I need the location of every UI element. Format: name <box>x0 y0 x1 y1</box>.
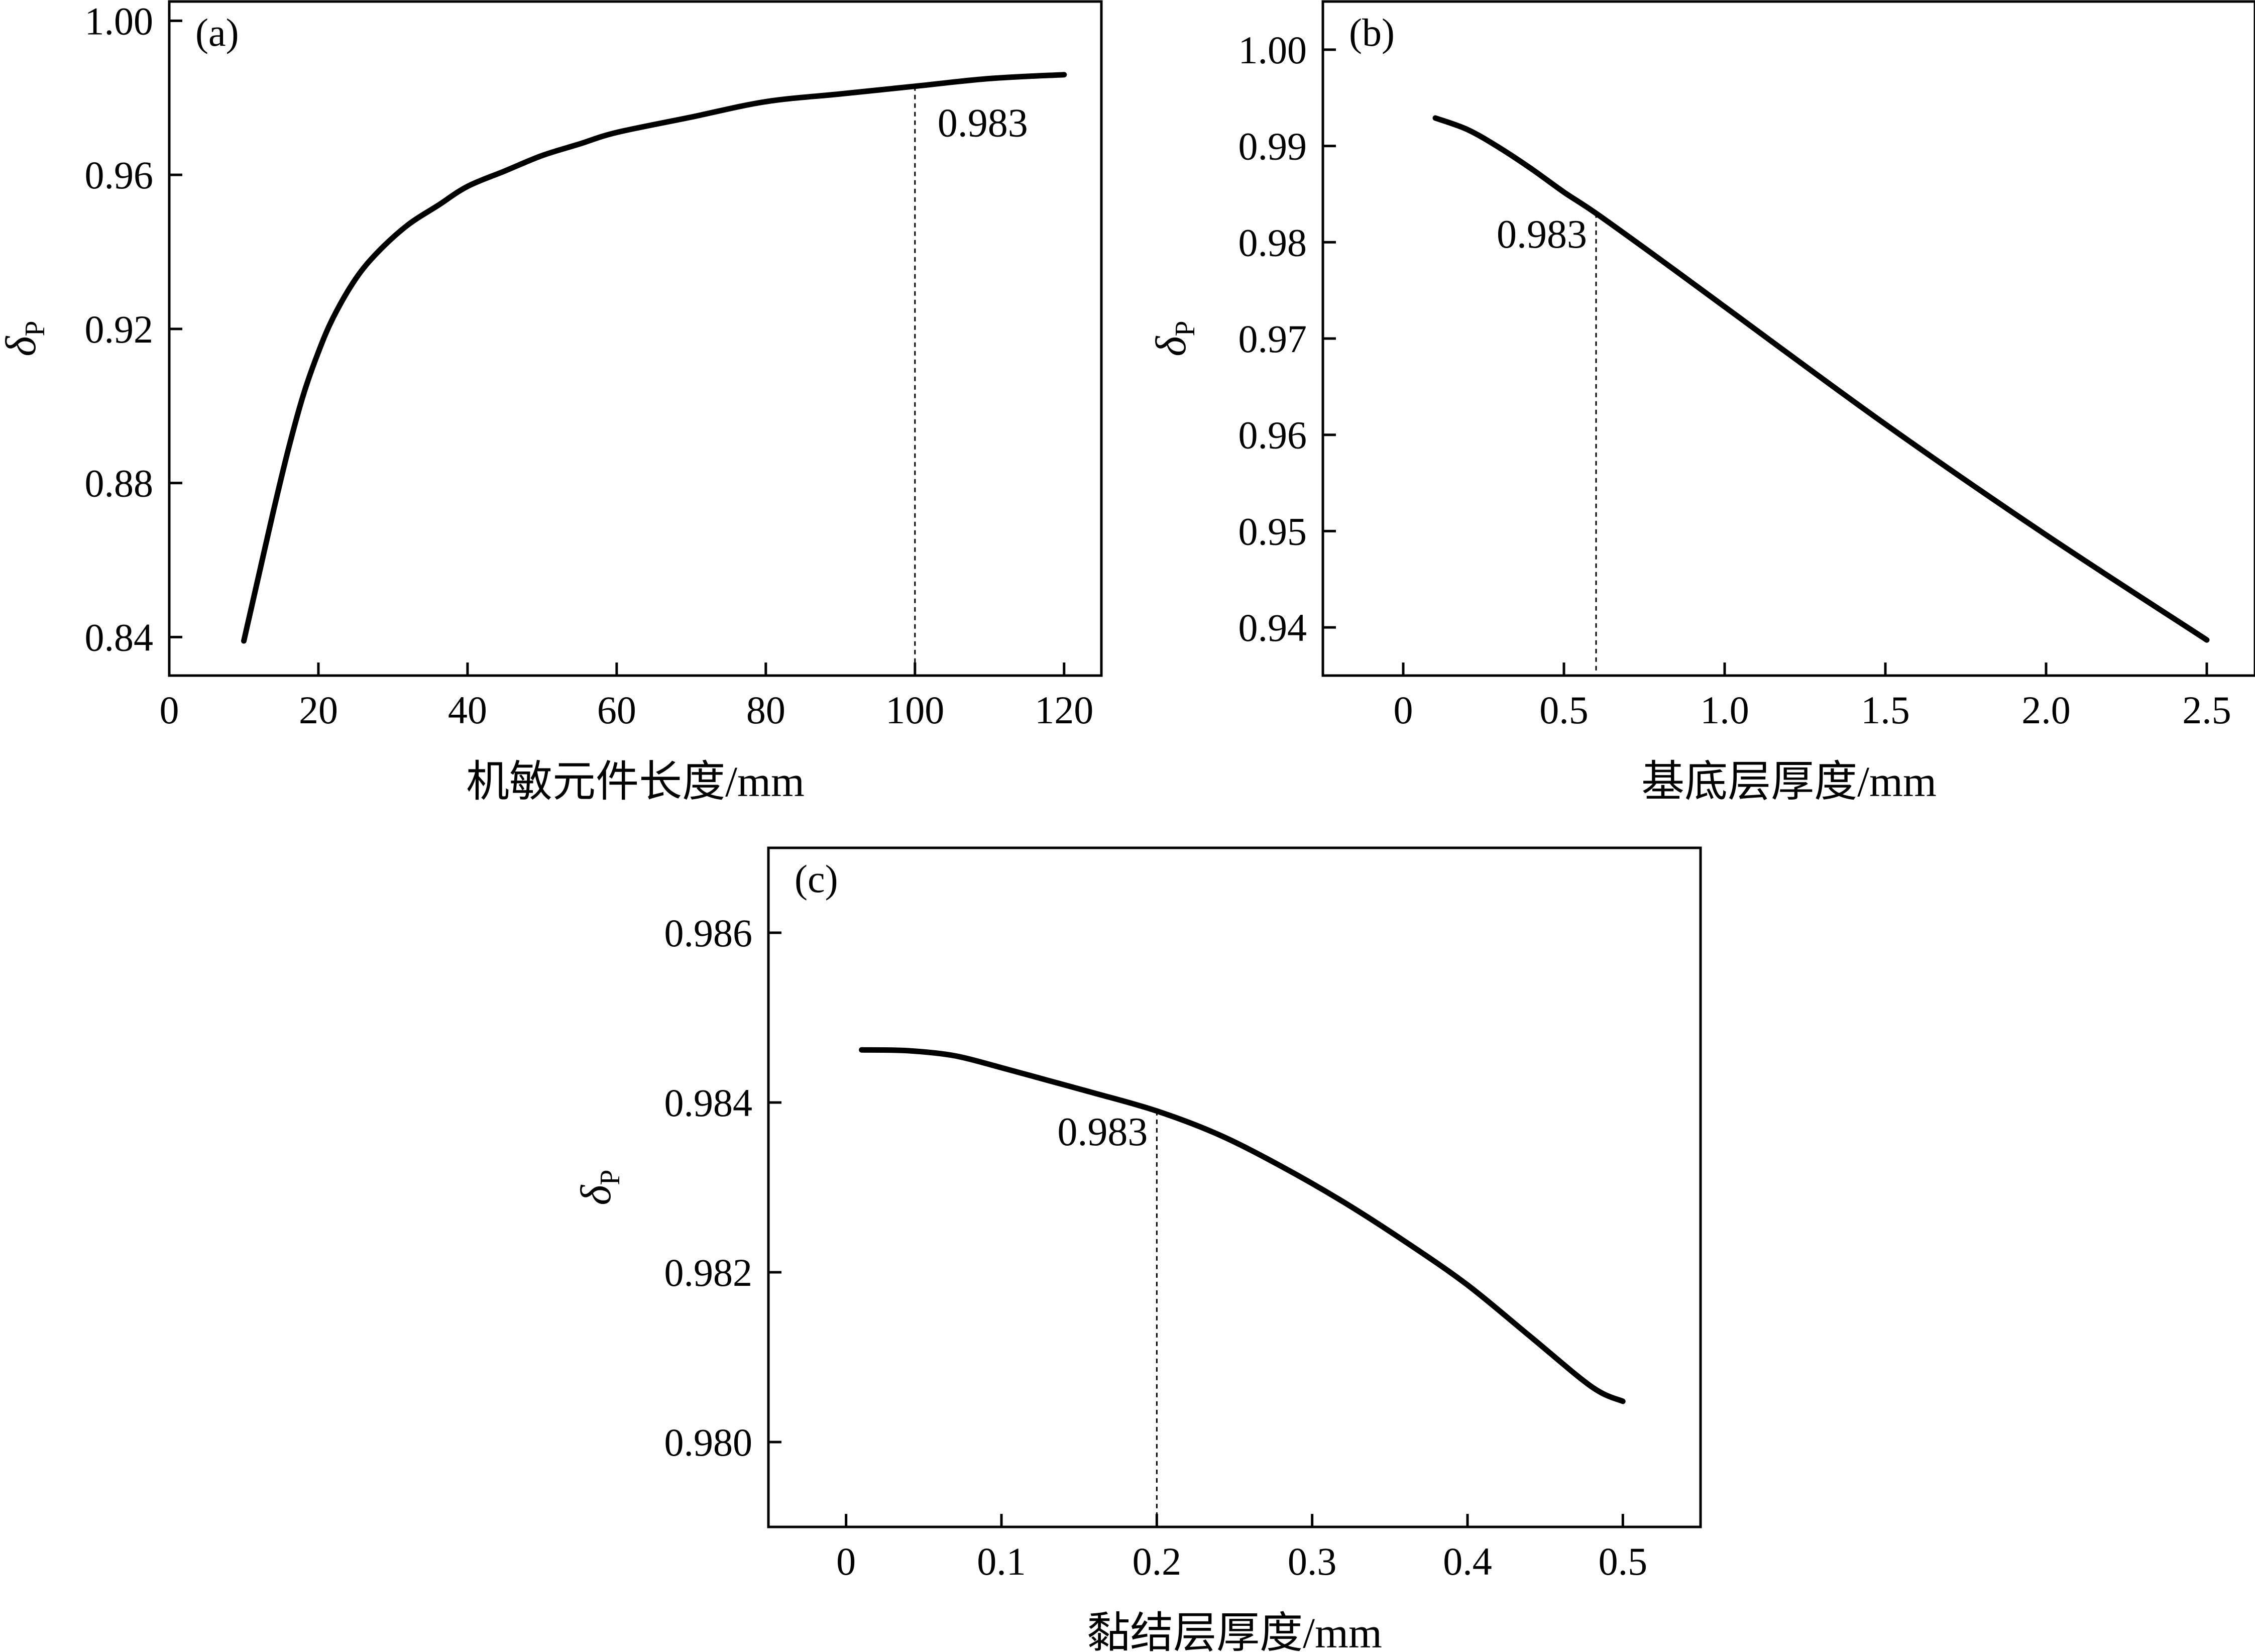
chart-c-y-tick-label: 0.986 <box>664 911 753 955</box>
chart-a-y-axis-subscript: P <box>20 320 51 336</box>
chart-b-y-tick-label: 0.95 <box>1238 509 1307 553</box>
chart-c-annotation-label: 0.983 <box>1057 1110 1148 1154</box>
chart-c-x-tick-label: 0.3 <box>1288 1539 1337 1583</box>
chart-b-y-axis-subscript: P <box>1170 320 1201 336</box>
chart-b-y-tick-label: 0.99 <box>1238 125 1307 168</box>
chart-a-x-tick-label: 20 <box>299 688 338 732</box>
chart-a-annotation-label: 0.983 <box>938 101 1028 146</box>
chart-a-panel-label: (a) <box>195 11 239 54</box>
chart-b-y-tick-label: 0.98 <box>1238 221 1307 264</box>
chart-b-y-tick-label: 0.97 <box>1238 317 1307 361</box>
chart-c-x-tick-label: 0.1 <box>977 1539 1026 1583</box>
chart-a-y-tick-label: 0.92 <box>85 307 154 351</box>
chart-a-x-tick-label: 100 <box>885 688 944 732</box>
chart-c-y-axis-subscript: P <box>595 1169 626 1185</box>
chart-b-x-tick-label: 1.5 <box>1861 688 1910 732</box>
chart-c-y-axis-label: δP <box>572 1169 626 1205</box>
chart-b-y-axis-label: δP <box>1147 320 1201 356</box>
chart-a: 0 20 40 60 80 100 120 0.84 0.88 0.92 0.96 1.00 0.983… <box>0 0 1103 806</box>
chart-a-x-tick-label: 60 <box>597 688 636 732</box>
chart-c-plot-frame <box>767 846 1702 1528</box>
chart-c-x-tick-label: 0.5 <box>1599 1539 1648 1583</box>
chart-c-y-tick-label: 0.982 <box>664 1251 753 1294</box>
chart-b: 0 0.5 1.0 1.5 2.0 2.5 0.94 0.95 0.96 0.97 0.98 0.99… <box>1147 0 2255 806</box>
chart-b-x-tick-label: 0 <box>1394 688 1413 732</box>
chart-c-y-tick-label: 0.984 <box>664 1081 753 1125</box>
chart-b-x-tick-label: 1.0 <box>1700 688 1749 732</box>
chart-c-panel-label: (c) <box>795 857 838 901</box>
chart-b-y-tick-label: 0.96 <box>1238 413 1307 457</box>
chart-c: 0 0.1 0.2 0.3 0.4 0.5 0.980 0.982 0.984 0.986 0.98… <box>572 846 1702 1652</box>
chart-b-y-axis-symbol: δ <box>1147 336 1195 357</box>
chart-a-y-tick-label: 0.88 <box>85 462 154 505</box>
chart-b-y-tick-label: 1.00 <box>1238 28 1307 72</box>
chart-a-plot-frame <box>168 0 1103 677</box>
chart-a-y-axis-label: δP <box>0 320 51 356</box>
chart-b-x-tick-label: 2.0 <box>2021 688 2071 732</box>
chart-a-x-tick-label: 80 <box>746 688 785 732</box>
chart-a-x-tick-label: 120 <box>1035 688 1093 732</box>
chart-a-x-axis-label: 机敏元件长度/mm <box>466 757 805 806</box>
chart-a-x-tick-label: 0 <box>160 688 179 732</box>
chart-a-y-axis-symbol: δ <box>0 336 45 357</box>
chart-b-series-line <box>1432 115 2210 643</box>
chart-a-series-line <box>241 72 1067 644</box>
chart-b-x-axis-label: 基底层厚度/mm <box>1641 757 1937 806</box>
chart-a-y-tick-label: 0.84 <box>85 615 154 659</box>
chart-c-x-axis-label: 黏结层厚度/mm <box>1087 1609 1382 1652</box>
chart-b-panel-label: (b) <box>1349 11 1395 54</box>
chart-a-x-tick-label: 40 <box>448 688 487 732</box>
chart-a-y-tick-label: 1.00 <box>85 0 154 43</box>
chart-c-y-tick-label: 0.980 <box>664 1420 753 1464</box>
chart-c-x-tick-label: 0.2 <box>1133 1539 1182 1583</box>
chart-b-annotation-label: 0.983 <box>1497 212 1587 257</box>
chart-b-x-tick-label: 2.5 <box>2182 688 2231 732</box>
chart-c-y-axis-symbol: δ <box>572 1184 620 1205</box>
chart-b-y-tick-label: 0.94 <box>1238 606 1307 649</box>
chart-c-x-tick-label: 0.4 <box>1443 1539 1492 1583</box>
chart-a-y-tick-label: 0.96 <box>85 153 154 197</box>
chart-c-x-tick-label: 0 <box>836 1539 856 1583</box>
chart-c-series-line <box>859 1047 1626 1404</box>
chart-b-x-tick-label: 0.5 <box>1539 688 1589 732</box>
